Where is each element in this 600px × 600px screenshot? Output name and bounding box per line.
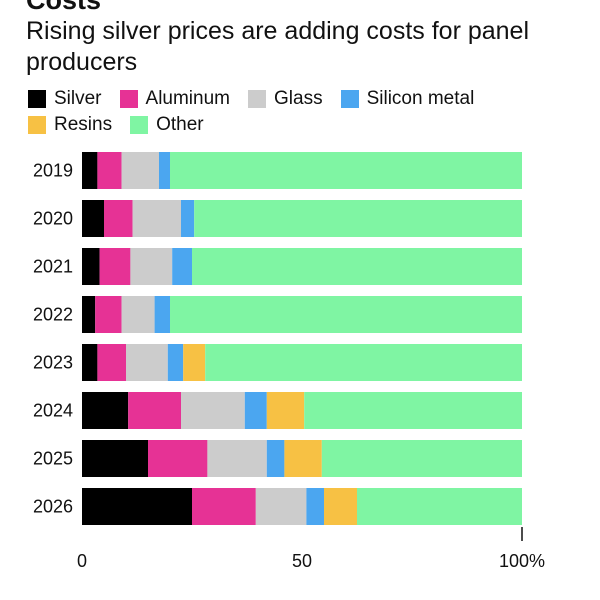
bar-segment-silver-2026: [82, 488, 192, 525]
bar-segment-glass-2020: [132, 200, 181, 237]
bar-segment-other-2022: [170, 296, 522, 333]
bar-segment-aluminum-2020: [104, 200, 133, 237]
bar-segment-silver-2024: [82, 392, 129, 429]
bar-segment-other-2020: [194, 200, 522, 237]
bar-segment-silicon-metal-2021: [172, 248, 192, 285]
chart-subtitle: Rising silver prices are adding costs fo…: [26, 17, 530, 76]
bar-segment-silicon-metal-2023: [167, 344, 184, 381]
legend-item-glass: Glass: [248, 88, 323, 110]
bar-segment-silicon-metal-2026: [306, 488, 324, 525]
bar-segment-aluminum-2023: [97, 344, 126, 381]
bar-segment-silver-2022: [82, 296, 96, 333]
bar-segment-glass-2025: [207, 440, 267, 477]
bar-segment-glass-2023: [126, 344, 168, 381]
bar-segment-silver-2023: [82, 344, 98, 381]
legend-item-resins: Resins: [28, 114, 112, 136]
year-label: 2025: [33, 449, 73, 469]
bar-segment-resins-2026: [324, 488, 357, 525]
year-label: 2019: [33, 161, 73, 181]
bar-segment-other-2026: [357, 488, 522, 525]
year-label: 2022: [33, 305, 73, 325]
legend-swatch: [28, 116, 46, 134]
bar-segment-silicon-metal-2024: [244, 392, 267, 429]
legend-swatch: [130, 116, 149, 134]
bar-segment-resins-2024: [266, 392, 305, 429]
x-tick-label: 100%: [499, 551, 545, 571]
legend-item-silver: Silver: [28, 88, 102, 110]
bar-segment-aluminum-2022: [95, 296, 122, 333]
year-label: 2026: [33, 497, 73, 517]
chart-title-partial: Costs: [26, 0, 102, 15]
year-label: 2024: [33, 401, 73, 421]
bar-segment-aluminum-2026: [192, 488, 256, 525]
legend-swatch: [28, 90, 46, 108]
legend-swatch: [248, 90, 266, 108]
bar-segment-resins-2025: [284, 440, 322, 477]
year-label: 2021: [33, 257, 73, 277]
x-tick-label: 50: [292, 551, 312, 571]
bar-segment-aluminum-2021: [99, 248, 131, 285]
bar-segment-aluminum-2024: [128, 392, 181, 429]
legend-item-silicon-metal: Silicon metal: [340, 88, 475, 110]
bar-segment-silver-2025: [82, 440, 148, 477]
legend-label: Silicon metal: [366, 88, 475, 109]
bar-segment-other-2024: [304, 392, 522, 429]
bar-segment-other-2021: [192, 248, 522, 285]
bar-segment-silicon-metal-2019: [159, 152, 170, 189]
bar-segment-silicon-metal-2022: [154, 296, 170, 333]
bar-segment-silver-2019: [82, 152, 98, 189]
legend-label: Silver: [54, 88, 102, 109]
bar-segment-glass-2026: [255, 488, 307, 525]
chart-legend: Silver Aluminum Glass Silicon metal Resins Ot…: [28, 88, 588, 136]
bar-segment-aluminum-2025: [148, 440, 208, 477]
legend-label: Glass: [274, 88, 323, 109]
bar-segment-glass-2021: [130, 248, 173, 285]
legend-label: Other: [156, 114, 204, 135]
x-tick-label: 0: [77, 551, 87, 571]
bar-segment-silver-2021: [82, 248, 100, 285]
bar-segment-resins-2023: [183, 344, 206, 381]
bar-segment-glass-2022: [121, 296, 155, 333]
legend-swatch: [340, 90, 359, 108]
bar-segment-other-2019: [170, 152, 522, 189]
year-label: 2020: [33, 209, 73, 229]
bar-segment-silicon-metal-2020: [181, 200, 195, 237]
bar-segment-glass-2024: [181, 392, 245, 429]
legend-item-aluminum: Aluminum: [119, 88, 230, 110]
bar-segment-other-2025: [321, 440, 522, 477]
legend-label: Aluminum: [145, 88, 230, 109]
bar-segment-aluminum-2019: [97, 152, 122, 189]
bar-segment-silver-2020: [82, 200, 104, 237]
bar-segment-silicon-metal-2025: [266, 440, 285, 477]
legend-label: Resins: [54, 114, 113, 135]
bar-segment-glass-2019: [121, 152, 159, 189]
legend-swatch: [119, 90, 138, 108]
year-label: 2023: [33, 353, 73, 373]
legend-item-other: Other: [130, 114, 204, 136]
bar-segment-other-2023: [205, 344, 522, 381]
